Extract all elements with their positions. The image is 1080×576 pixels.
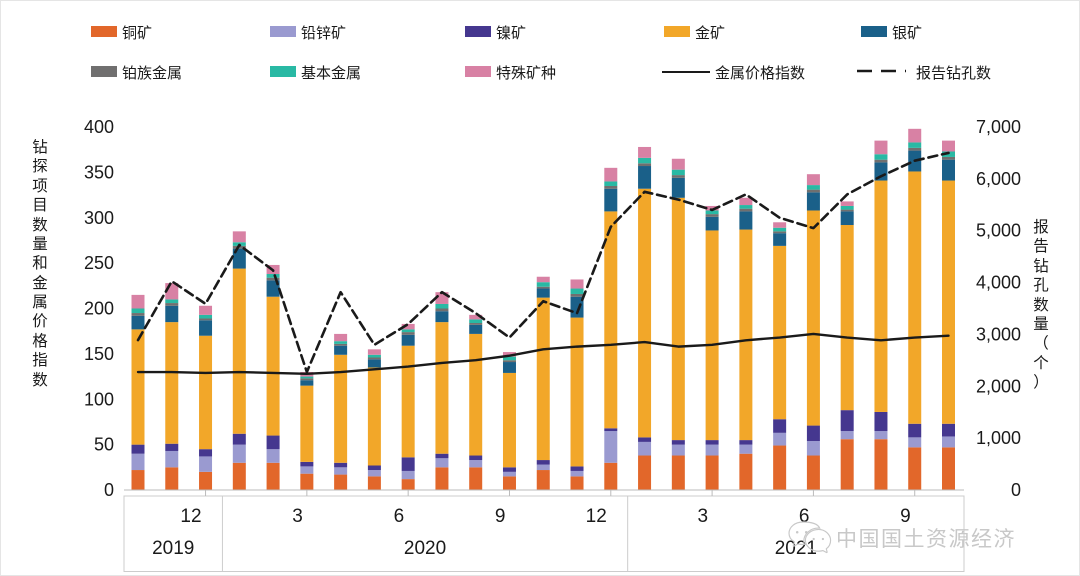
svg-text:300: 300 bbox=[84, 208, 114, 228]
svg-text:2019: 2019 bbox=[152, 538, 194, 559]
svg-text:3,000: 3,000 bbox=[976, 324, 1021, 344]
svg-text:4,000: 4,000 bbox=[976, 273, 1021, 293]
svg-text:400: 400 bbox=[84, 117, 114, 137]
svg-text:250: 250 bbox=[84, 253, 114, 273]
svg-text:200: 200 bbox=[84, 299, 114, 319]
svg-text:2020: 2020 bbox=[404, 538, 446, 559]
svg-text:6: 6 bbox=[394, 506, 405, 527]
svg-text:2,000: 2,000 bbox=[976, 376, 1021, 396]
svg-text:12: 12 bbox=[180, 506, 201, 527]
svg-text:150: 150 bbox=[84, 344, 114, 364]
svg-text:9: 9 bbox=[495, 506, 506, 527]
svg-text:100: 100 bbox=[84, 389, 114, 409]
svg-text:1,000: 1,000 bbox=[976, 428, 1021, 448]
svg-text:6,000: 6,000 bbox=[976, 169, 1021, 189]
svg-text:7,000: 7,000 bbox=[976, 117, 1021, 137]
svg-text:12: 12 bbox=[586, 506, 607, 527]
svg-text:0: 0 bbox=[104, 480, 114, 500]
svg-text:3: 3 bbox=[292, 506, 303, 527]
svg-text:0: 0 bbox=[1011, 480, 1021, 500]
svg-text:3: 3 bbox=[698, 506, 709, 527]
svg-text:50: 50 bbox=[94, 435, 114, 455]
svg-text:5,000: 5,000 bbox=[976, 221, 1021, 241]
svg-text:350: 350 bbox=[84, 162, 114, 182]
